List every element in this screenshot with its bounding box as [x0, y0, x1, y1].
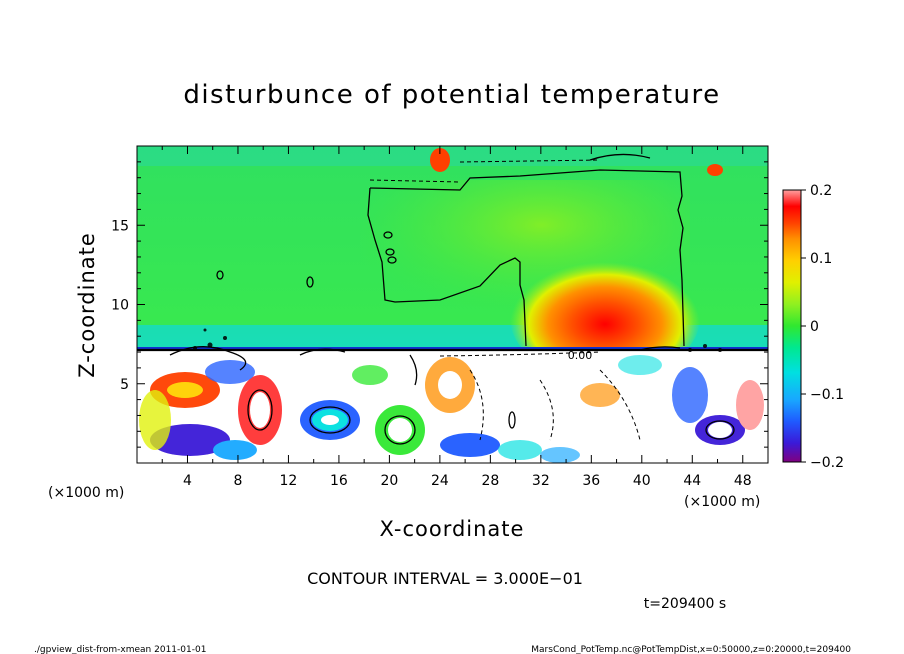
colorbar — [782, 189, 802, 463]
y-tick-label: 5 — [120, 377, 129, 393]
x-tick-label: 16 — [330, 473, 348, 489]
y-axis-label: Z-coordinate — [75, 232, 99, 378]
chart-title: disturbunce of potential temperature — [183, 80, 720, 110]
colorbar-label: 0 — [810, 319, 819, 335]
x-tick-label: 48 — [734, 473, 752, 489]
x-unit-left: (×1000 m) — [48, 485, 124, 501]
x-tick-label: 24 — [431, 473, 449, 489]
x-tick-label: 12 — [280, 473, 298, 489]
x-axis-label: X-coordinate — [380, 517, 525, 541]
x-tick-label: 32 — [532, 473, 550, 489]
footer-right: MarsCond_PotTemp.nc@PotTempDist,x=0:5000… — [531, 645, 851, 654]
heatmap-field — [137, 146, 768, 463]
colorbar-label: 0.1 — [810, 251, 832, 267]
footer-left: ./gpview_dist-from-xmean 2011-01-01 — [34, 645, 206, 654]
colorbar-label: −0.1 — [810, 387, 844, 403]
colorbar-label: −0.2 — [810, 455, 844, 471]
x-tick-label: 40 — [633, 473, 651, 489]
x-tick-label: 20 — [380, 473, 398, 489]
x-axis-ticks: 4 8 12 16 20 24 28 32 36 40 44 48 — [161, 146, 752, 489]
x-tick-label: 8 — [233, 473, 242, 489]
colorbar-ticks: 0.2 0.1 0 −0.1 −0.2 — [801, 183, 844, 471]
contour-interval: CONTOUR INTERVAL = 3.000E−01 — [307, 569, 583, 588]
y-tick-label: 10 — [111, 298, 129, 314]
time-label: t=209400 s — [644, 596, 726, 612]
x-tick-label: 36 — [582, 473, 600, 489]
colorbar-label: 0.2 — [810, 183, 832, 199]
contour-label: 0.00 — [568, 349, 593, 362]
x-unit-right: (×1000 m) — [684, 494, 760, 510]
x-tick-label: 28 — [481, 473, 499, 489]
x-tick-label: 4 — [183, 473, 192, 489]
y-tick-label: 15 — [111, 218, 129, 234]
y-axis-ticks: 5 10 15 — [111, 161, 768, 448]
x-tick-label: 44 — [683, 473, 701, 489]
